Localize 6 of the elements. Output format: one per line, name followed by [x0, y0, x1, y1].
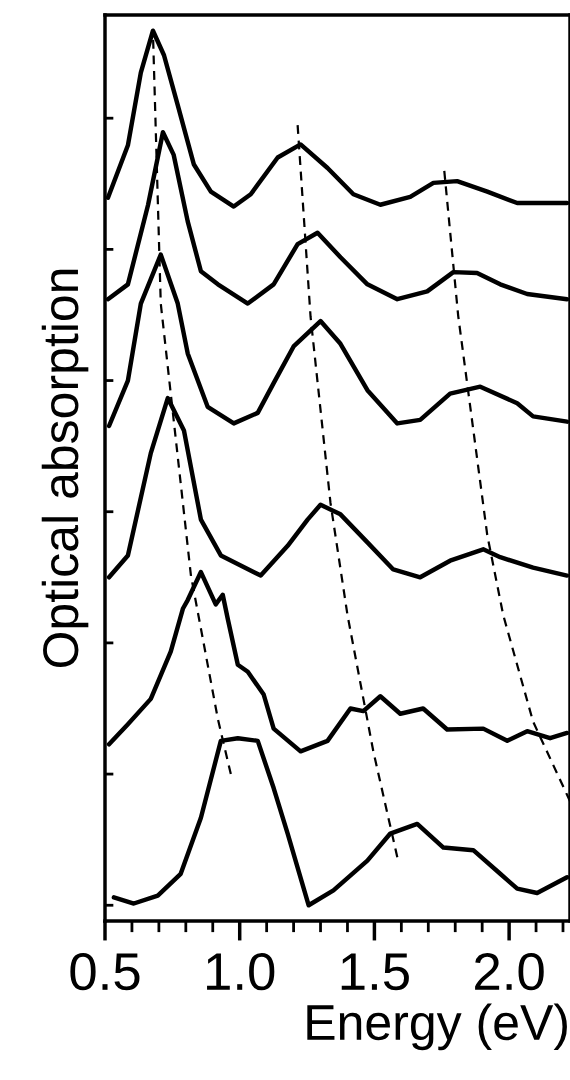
x-tick-label: 1.5: [341, 953, 409, 991]
x-tick-label: 2.0: [475, 952, 544, 991]
y-axis-title: Optical absorption: [41, 269, 89, 668]
x-axis-title: Energy (eV): [307, 1003, 567, 1051]
x-tick-label: 0.5: [70, 952, 140, 991]
x-tick-label: 1.0: [207, 952, 275, 991]
